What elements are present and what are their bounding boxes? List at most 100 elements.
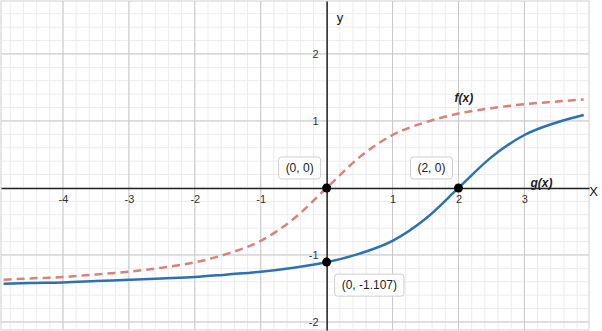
tick: 1	[390, 188, 396, 205]
minor-grid-line	[221, 1, 222, 330]
minor-grid-line	[1, 80, 589, 81]
tick: 3	[522, 188, 528, 205]
tick-label: -1	[309, 249, 319, 261]
series-label: f(x)	[454, 91, 473, 105]
annotation-label: (2, 0)	[417, 161, 445, 175]
tick-label: -4	[59, 193, 69, 205]
minor-grid-line	[511, 1, 512, 330]
annotation-box	[279, 157, 321, 179]
tick-label: -1	[256, 193, 266, 205]
annotation: (0, 0)	[279, 157, 321, 179]
annotation-box	[335, 274, 404, 296]
tick-label: 2	[313, 48, 319, 60]
minor-grid-line	[471, 1, 472, 330]
minor-grid-line	[1, 201, 589, 202]
minor-grid-line	[1, 53, 589, 54]
x-axis-label: X	[589, 184, 598, 199]
minor-grid-line	[247, 1, 248, 330]
tick: -2	[190, 188, 200, 205]
grid-line	[62, 1, 63, 330]
minor-grid-line	[1, 241, 589, 242]
minor-grid-line	[155, 1, 156, 330]
grid-line	[1, 321, 589, 322]
plot-frame	[1, 1, 589, 330]
minor-grid-line	[1, 27, 589, 28]
grid-line	[524, 1, 525, 330]
minor-grid-line	[498, 1, 499, 330]
x-axis: -4 -3 -2 -1 1 2 3	[2, 188, 590, 205]
annotation-box	[410, 157, 452, 179]
axis-line	[2, 188, 590, 190]
grid-line	[1, 53, 589, 54]
grid-line	[458, 1, 459, 330]
minor-grid-line	[1, 134, 589, 135]
tick-label: -2	[309, 316, 319, 328]
tick: -2	[309, 316, 327, 328]
tick: 1	[313, 115, 327, 127]
minor-grid-line	[1, 295, 589, 296]
minor-grid-line	[1, 254, 589, 255]
minor-grid-line	[1, 120, 589, 121]
series-line	[4, 115, 584, 284]
minor-grid-line	[524, 1, 525, 330]
tick: -4	[59, 188, 69, 205]
annotation: (2, 0)	[410, 157, 452, 179]
tick-label: 2	[456, 193, 462, 205]
minor-grid-line	[168, 1, 169, 330]
annotation: (0, -1.107)	[335, 274, 404, 296]
chart: -4 -3 -2 -1 1 2 3 -2 -1 1 2 y X (0, 0) (2, 0) (0, -1.10…	[0, 0, 602, 331]
tick-label: -2	[190, 193, 200, 205]
minor-grid-line	[1, 321, 589, 322]
grid-line	[1, 254, 589, 255]
y-axis-label: y	[337, 10, 344, 25]
minor-grid-line	[273, 1, 274, 330]
minor-grid-line	[76, 1, 77, 330]
tick-label: 1	[313, 115, 319, 127]
minor-grid-line	[23, 1, 24, 330]
minor-grid-line	[142, 1, 143, 330]
grid-line	[260, 1, 261, 330]
minor-grid-line	[194, 1, 195, 330]
minor-grid-line	[207, 1, 208, 330]
plot-area	[4, 99, 584, 283]
minor-grid-line	[1, 214, 589, 215]
minor-grid-line	[1, 187, 589, 188]
tick-label: -3	[124, 193, 134, 205]
tick-label: 1	[390, 193, 396, 205]
minor-grid-line	[1, 67, 589, 68]
tick: 2	[313, 48, 327, 60]
grid-line	[194, 1, 195, 330]
minor-grid-line	[326, 1, 327, 330]
minor-grid-line	[181, 1, 182, 330]
annotation-label: (0, 0)	[286, 161, 314, 175]
annotations: (0, 0) (2, 0) (0, -1.107)	[279, 157, 453, 296]
minor-grid-line	[1, 228, 589, 229]
minor-grid-line	[1, 13, 589, 14]
minor-grid-line	[1, 94, 589, 95]
axis-line	[326, 2, 328, 331]
minor-grid-line	[62, 1, 63, 330]
minor-grid-line	[1, 107, 589, 108]
grid-line	[1, 120, 589, 121]
annotation-label: (0, -1.107)	[342, 278, 397, 292]
minor-grid-line	[563, 1, 564, 330]
minor-grid-line	[260, 1, 261, 330]
tick-label: 3	[522, 193, 528, 205]
minor-grid-line	[458, 1, 459, 330]
minor-grid-line	[1, 147, 589, 148]
tick: -1	[256, 188, 266, 205]
minor-grid-line	[49, 1, 50, 330]
minor-grid-line	[405, 1, 406, 330]
minor-grid-line	[537, 1, 538, 330]
minor-grid-line	[550, 1, 551, 330]
grid	[1, 1, 589, 330]
point	[454, 183, 463, 192]
series-label: g(x)	[529, 176, 552, 190]
tick: -3	[124, 188, 134, 205]
minor-grid-line	[234, 1, 235, 330]
point	[322, 183, 331, 192]
series-line	[4, 99, 584, 279]
minor-grid-line	[577, 1, 578, 330]
minor-grid-line	[1, 308, 589, 309]
minor-grid-line	[484, 1, 485, 330]
